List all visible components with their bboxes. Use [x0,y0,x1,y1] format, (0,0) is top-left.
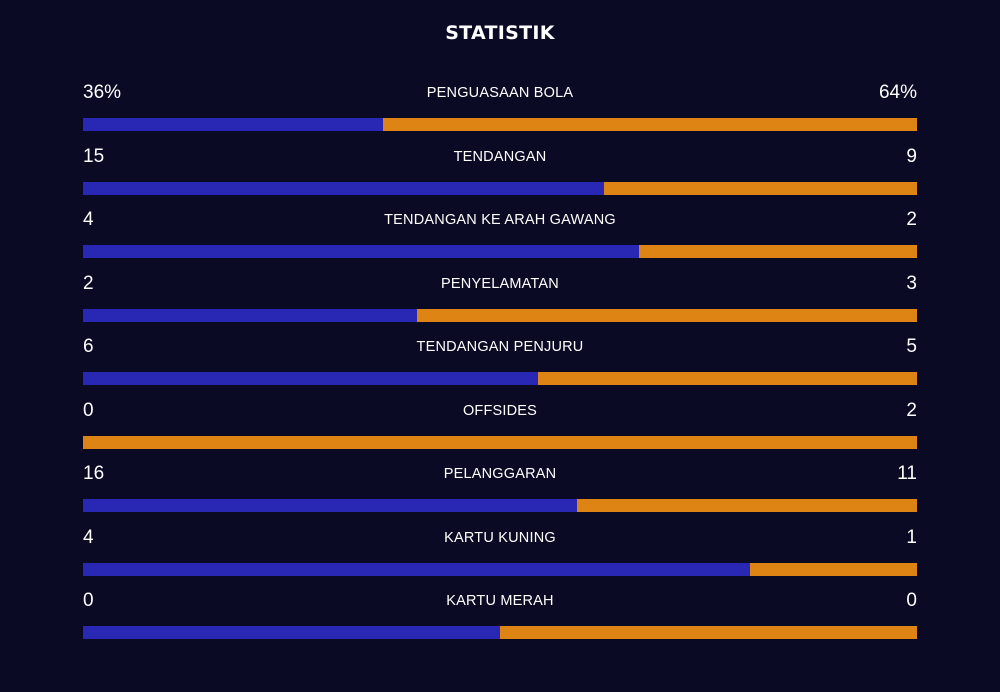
stat-row-tendangan-penjuru: 6 TENDANGAN PENJURU 5 [83,334,917,398]
stat-row-kartu-kuning: 4 KARTU KUNING 1 [83,525,917,589]
away-bar-fill [416,308,917,322]
stat-row-pelanggaran: 16 PELANGGARAN 11 [83,461,917,525]
home-value: 0 [83,590,94,611]
stat-header: 0 OFFSIDES 2 [83,398,917,424]
stat-label: PELANGGARAN [443,466,557,482]
stat-row-tendangan-ke-arah-gawang: 4 TENDANGAN KE ARAH GAWANG 2 [83,207,917,271]
stats-title: STATISTIK [445,22,555,44]
away-value: 1 [906,526,917,548]
comparison-bar [83,181,917,195]
stat-label: TENDANGAN [453,148,547,165]
home-value: 15 [83,145,105,167]
stat-row-offsides: 0 OFFSIDES 2 [83,398,917,462]
comparison-bar [83,499,917,512]
stat-header: 4 TENDANGAN KE ARAH GAWANG 2 [83,207,917,233]
comparison-bar [83,562,917,576]
away-bar-fill [750,562,917,576]
stat-row-penguasaan-bola: 36% PENGUASAAN BOLA 64% [83,80,917,144]
stat-label: TENDANGAN KE ARAH GAWANG [384,212,616,228]
away-value: 3 [906,272,917,294]
home-bar-fill [83,308,417,322]
comparison-bar [83,626,917,639]
away-bar-fill [500,626,917,639]
stat-row-tendangan: 15 TENDANGAN 9 [83,144,917,208]
stat-label: KARTU KUNING [444,529,556,546]
away-bar-fill [604,181,917,195]
stat-label: PENGUASAAN BOLA [426,85,574,101]
stat-header: 0 KARTU MERAH 0 [83,588,917,614]
comparison-bar [83,308,917,322]
stat-label: PENYELAMATAN [441,275,559,292]
home-bar-fill [83,562,751,576]
home-bar-fill [83,626,500,639]
home-value: 36% [83,82,122,103]
away-bar-fill [639,245,917,258]
stat-header: 16 PELANGGARAN 11 [83,461,917,487]
home-bar-fill [83,245,640,258]
away-value: 5 [906,336,917,357]
away-bar-fill [537,372,917,385]
away-value: 64% [878,82,917,103]
home-bar-fill [83,372,538,385]
stat-header: 15 TENDANGAN 9 [83,144,917,170]
away-value: 9 [906,145,917,167]
home-value: 16 [83,463,105,484]
comparison-bar [83,118,917,131]
stat-header: 36% PENGUASAAN BOLA 64% [83,80,917,106]
home-bar-fill [83,118,384,131]
away-value: 2 [906,399,917,421]
home-value: 6 [83,336,94,357]
stat-header: 6 TENDANGAN PENJURU 5 [83,334,917,360]
stats-list: 36% PENGUASAAN BOLA 64% 15 TENDANGAN 9 4 TENDAN… [83,80,917,652]
away-value: 0 [906,590,917,611]
comparison-bar [83,435,917,449]
stat-label: OFFSIDES [462,402,538,419]
away-bar-fill [83,435,917,449]
home-bar-fill [83,499,578,512]
comparison-bar [83,245,917,258]
stat-header: 4 KARTU KUNING 1 [83,525,917,551]
home-value: 4 [83,526,94,548]
home-bar-fill [83,181,605,195]
stat-label: TENDANGAN PENJURU [416,339,584,355]
comparison-bar [83,372,917,385]
away-value: 2 [906,209,917,230]
away-value: 11 [897,463,917,484]
stat-label: KARTU MERAH [446,593,554,609]
away-bar-fill [383,118,917,131]
home-value: 2 [83,272,94,294]
stat-header: 2 PENYELAMATAN 3 [83,271,917,297]
home-value: 4 [83,209,94,230]
home-value: 0 [83,399,94,421]
stat-row-penyelamatan: 2 PENYELAMATAN 3 [83,271,917,335]
away-bar-fill [577,499,917,512]
stat-row-kartu-merah: 0 KARTU MERAH 0 [83,588,917,652]
